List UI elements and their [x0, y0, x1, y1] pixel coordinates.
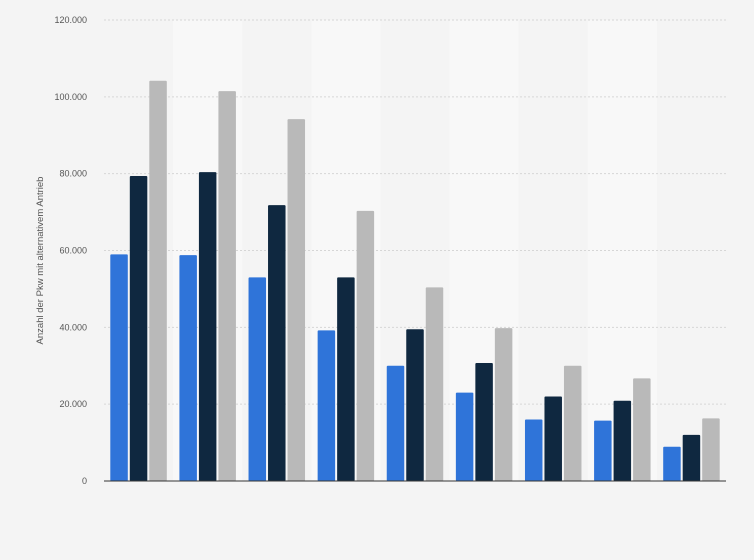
- bar[interactable]: [248, 277, 267, 481]
- bar[interactable]: [494, 328, 513, 481]
- y-axis-title: Anzahl der Pkw mit alternativem Antrieb: [35, 177, 46, 345]
- bar[interactable]: [149, 80, 167, 481]
- bar[interactable]: [317, 330, 336, 481]
- y-axis-ticks: 0 20.000 40.000 60.000 80.000 100.000 120.000: [54, 15, 87, 486]
- bar[interactable]: [386, 365, 405, 481]
- bar[interactable]: [633, 378, 651, 481]
- bar[interactable]: [287, 119, 306, 482]
- y-tick-label: 60.000: [59, 246, 87, 256]
- y-tick-label: 40.000: [59, 322, 87, 332]
- bars: [110, 80, 720, 482]
- y-tick-label: 100.000: [54, 92, 87, 102]
- bar[interactable]: [356, 210, 375, 481]
- bar[interactable]: [179, 255, 197, 481]
- y-tick-label: 80.000: [59, 169, 87, 179]
- bar[interactable]: [682, 434, 701, 481]
- bar[interactable]: [129, 175, 148, 481]
- bar[interactable]: [563, 365, 582, 481]
- bar[interactable]: [425, 287, 444, 481]
- bar[interactable]: [406, 329, 424, 481]
- bar[interactable]: [613, 400, 632, 481]
- bar[interactable]: [268, 205, 286, 481]
- bar[interactable]: [663, 446, 681, 481]
- y-tick-label: 20.000: [59, 399, 87, 409]
- bar[interactable]: [524, 419, 543, 481]
- bar[interactable]: [218, 91, 236, 481]
- bar[interactable]: [544, 396, 562, 481]
- bar[interactable]: [455, 392, 474, 481]
- bar[interactable]: [198, 172, 217, 481]
- bar[interactable]: [337, 277, 355, 481]
- bar[interactable]: [594, 420, 612, 481]
- bar[interactable]: [475, 363, 493, 481]
- bar[interactable]: [110, 254, 128, 481]
- y-tick-label: 120.000: [54, 15, 87, 25]
- bar[interactable]: [702, 418, 720, 481]
- y-tick-label: 0: [82, 476, 87, 486]
